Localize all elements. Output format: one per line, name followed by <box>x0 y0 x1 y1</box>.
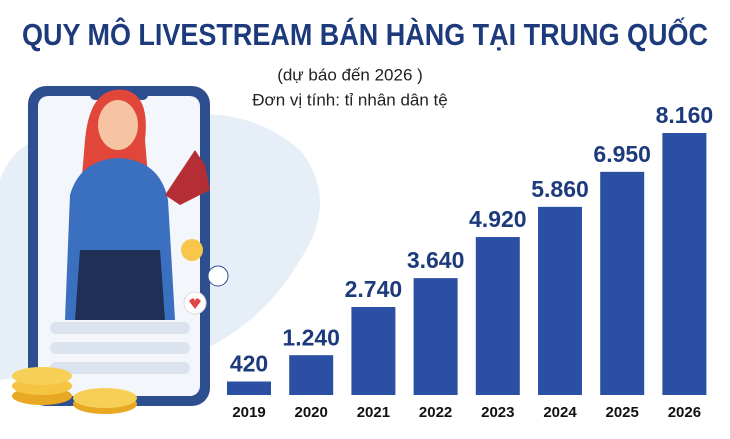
value-label: 1.240 <box>282 324 340 350</box>
face <box>98 100 138 150</box>
x-tick-label: 2022 <box>419 404 452 421</box>
heart <box>189 298 201 309</box>
x-tick-label: 2021 <box>357 404 390 421</box>
x-tick-label: 2024 <box>543 404 577 421</box>
bar <box>600 171 645 395</box>
shoe <box>165 150 210 205</box>
skirt <box>75 250 165 320</box>
x-tick-label: 2023 <box>481 404 514 421</box>
emoji <box>181 239 203 261</box>
ui-bar <box>50 342 190 354</box>
x-tick-label: 2025 <box>606 404 639 421</box>
bar <box>227 381 271 395</box>
chart-subtitle: (dự báo đến 2026 ) <box>277 65 423 84</box>
x-tick-label: 2020 <box>295 404 328 421</box>
coin <box>12 367 72 385</box>
bar <box>413 278 458 395</box>
x-tick-label: 2026 <box>668 404 701 421</box>
x-tick-label: 2019 <box>232 404 265 421</box>
value-label: 420 <box>230 351 268 377</box>
chart-title: QUY MÔ LIVESTREAM BÁN HÀNG TẠI TRUNG QUỐ… <box>22 16 708 52</box>
unit-note: Đơn vị tính: tỉ nhân dân tệ <box>252 90 447 109</box>
icon <box>207 265 229 287</box>
value-label: 8.160 <box>656 102 714 128</box>
ui-bar <box>50 322 190 334</box>
value-label: 6.950 <box>593 141 651 167</box>
coin <box>73 388 137 408</box>
value-label: 2.740 <box>345 276 403 302</box>
bar <box>351 307 396 395</box>
ui-bar <box>50 362 190 374</box>
value-label: 5.860 <box>531 176 589 202</box>
bar <box>475 237 520 395</box>
bar <box>289 355 334 395</box>
value-label: 4.920 <box>469 206 527 232</box>
bar <box>538 206 582 395</box>
value-label: 3.640 <box>407 247 465 273</box>
bar <box>662 133 707 395</box>
